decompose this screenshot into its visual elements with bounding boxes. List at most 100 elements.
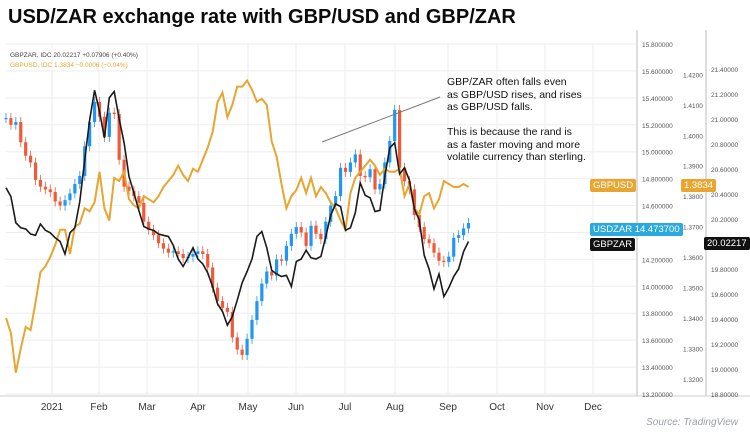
y-tick-label-gbpzar: 18.80000	[711, 392, 738, 399]
y-tick-label-usdzar: 13.200000	[642, 392, 673, 399]
badge-gbpzar-name: GBPZAR	[590, 238, 636, 251]
candle-body	[270, 271, 274, 276]
y-tick-label-gbpusd: 1.3700	[683, 225, 703, 232]
candle-body	[127, 186, 131, 191]
y-tick-label-usdzar: 15.600000	[642, 69, 673, 76]
candle-body	[309, 225, 313, 246]
candle-body	[279, 259, 284, 261]
candle-body	[289, 233, 293, 246]
candle-body	[201, 251, 205, 254]
candle-body	[412, 189, 416, 215]
y-tick-label-usdzar: 14.600000	[642, 204, 673, 211]
y-tick-label-gbpusd: 1.3500	[683, 285, 703, 292]
y-tick-label-usdzar: 15.400000	[642, 96, 673, 103]
candle-body	[38, 179, 43, 187]
y-tick-label-usdzar: 15.800000	[642, 42, 673, 49]
series-line-gbpzar	[5, 89, 470, 328]
candle-body	[422, 227, 426, 240]
candle-body	[230, 311, 234, 338]
annotation-pointer	[321, 96, 441, 143]
x-tick-label: Oct	[489, 402, 505, 413]
y-tick-label-gbpzar: 19.60000	[711, 292, 738, 299]
candle-body	[142, 202, 146, 222]
candle-body	[196, 251, 200, 254]
y-tick-label-gbpzar: 20.60000	[711, 167, 738, 174]
badge-gbpusd-name: GBPUSD	[590, 179, 637, 192]
y-tick-label-gbpzar: 21.00000	[711, 117, 738, 124]
candle-body	[245, 338, 249, 355]
candle-body	[353, 154, 357, 163]
x-tick-label: May	[239, 402, 258, 413]
candle-body	[466, 223, 471, 229]
annotation-line: as GBP/USD rises, and rises	[447, 88, 582, 101]
y-tick-label-gbpusd: 1.3800	[683, 194, 703, 201]
y-tick-label-usdzar: 14.200000	[642, 257, 673, 264]
y-tick-label-gbpusd: 1.3600	[683, 255, 703, 262]
candle-body	[304, 232, 308, 246]
chart-title: USD/ZAR exchange rate with GBP/USD and G…	[8, 6, 516, 28]
y-tick-label-usdzar: 13.400000	[642, 365, 673, 372]
candle-body	[215, 287, 220, 302]
candle-body	[294, 227, 298, 234]
candle-body	[161, 243, 166, 249]
x-tick-label: Jul	[339, 402, 352, 413]
series-line-gbpusd	[5, 78, 470, 373]
candle-body	[156, 235, 161, 244]
candle-body	[250, 319, 254, 339]
candle-body	[393, 109, 397, 141]
candle-body	[363, 175, 367, 178]
annotation-line: as a faster moving and more	[447, 138, 581, 151]
candle-body	[324, 221, 328, 240]
y-tick-label-gbpusd: 1.4100	[683, 103, 703, 110]
candle-body	[166, 248, 170, 253]
annotation-text-2: This is because the rand is as a faster …	[447, 126, 627, 164]
candle-body	[171, 251, 175, 253]
y-tick-label-gbpusd: 1.4200	[683, 72, 703, 79]
candle-body	[437, 252, 441, 261]
legend-gbpzar: GBPZAR, IDC 20.02217 +0.07906 (+0.40%)	[10, 52, 138, 59]
badge-usdzar: USDZAR 14.473700	[590, 223, 683, 236]
candle-body	[14, 122, 18, 125]
candle-body	[255, 301, 259, 320]
candle-body	[181, 254, 185, 259]
y-tick-label-gbpzar: 20.80000	[711, 142, 738, 149]
candle-body	[68, 193, 72, 201]
y-tick-label-gbpusd: 1.3900	[683, 164, 703, 171]
candle-body	[442, 260, 446, 263]
candle-body	[275, 259, 279, 276]
candle-body	[29, 155, 33, 163]
y-tick-label-gbpusd: 1.4000	[683, 133, 703, 140]
candle-body	[432, 243, 436, 253]
candle-body	[220, 301, 225, 308]
candle-body	[338, 167, 343, 197]
candle-body	[147, 221, 151, 230]
candle-body	[19, 122, 23, 143]
candle-body	[368, 169, 372, 178]
candle-body	[457, 235, 461, 238]
y-tick-label-gbpzar: 19.00000	[711, 367, 738, 374]
candle-body	[107, 112, 111, 137]
candle-body	[48, 189, 52, 193]
badge-gbpzar-value: 20.02217	[704, 237, 750, 250]
candle-body	[211, 267, 215, 288]
candle-body	[112, 112, 116, 114]
x-tick-label: 2021	[41, 402, 64, 413]
annotation-line: This is because the rand is	[447, 126, 572, 138]
candle-body	[378, 184, 382, 190]
badge-gbpusd-value: 1.3834	[681, 179, 717, 192]
candle-body	[225, 307, 229, 312]
candle-body	[9, 118, 13, 125]
y-tick-label-gbpzar: 19.80000	[711, 267, 738, 274]
y-tick-label-gbpusd: 1.3400	[683, 316, 703, 323]
x-tick-label: Dec	[584, 402, 602, 413]
x-tick-label: Jun	[288, 402, 304, 413]
candle-body	[33, 162, 38, 180]
x-tick-label: Mar	[138, 402, 156, 413]
x-tick-label: Apr	[190, 402, 206, 413]
candle-body	[4, 118, 8, 120]
candle-body	[235, 337, 239, 350]
annotation-line: GBP/ZAR often falls even	[447, 76, 567, 88]
candle-body	[176, 251, 180, 254]
candle-body	[284, 245, 289, 261]
